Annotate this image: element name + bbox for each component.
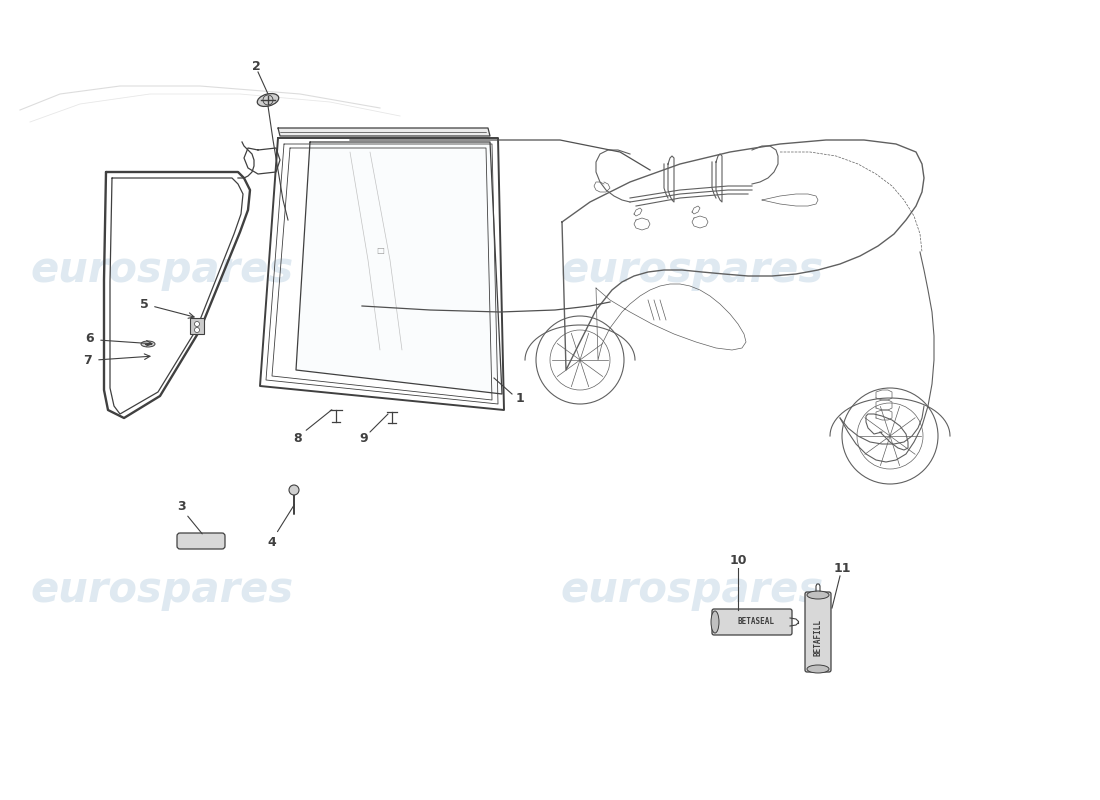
Ellipse shape	[711, 611, 719, 633]
FancyBboxPatch shape	[177, 533, 225, 549]
FancyBboxPatch shape	[712, 609, 792, 635]
Ellipse shape	[807, 665, 829, 673]
Text: 10: 10	[729, 554, 747, 566]
FancyBboxPatch shape	[805, 592, 830, 672]
Polygon shape	[296, 142, 502, 394]
Text: 7: 7	[84, 354, 92, 366]
Bar	[190, 318, 204, 334]
Ellipse shape	[141, 341, 155, 347]
Circle shape	[195, 327, 199, 333]
Text: 11: 11	[834, 562, 850, 575]
Circle shape	[195, 322, 199, 326]
Polygon shape	[278, 128, 490, 136]
Circle shape	[289, 485, 299, 495]
Text: 1: 1	[516, 391, 525, 405]
Text: BETASEAL: BETASEAL	[737, 618, 774, 626]
Text: 4: 4	[267, 535, 276, 549]
Text: eurospares: eurospares	[560, 569, 823, 611]
Ellipse shape	[257, 94, 278, 106]
Text: eurospares: eurospares	[560, 249, 823, 291]
Text: 8: 8	[294, 431, 302, 445]
Text: 2: 2	[252, 59, 261, 73]
Text: BETAFILL: BETAFILL	[814, 619, 823, 657]
Ellipse shape	[807, 591, 829, 599]
Text: 3: 3	[178, 499, 186, 513]
Text: □: □	[376, 246, 384, 254]
Text: eurospares: eurospares	[30, 249, 293, 291]
Text: 5: 5	[140, 298, 148, 310]
Text: eurospares: eurospares	[30, 569, 293, 611]
Text: 9: 9	[360, 433, 368, 446]
Text: 6: 6	[86, 333, 95, 346]
